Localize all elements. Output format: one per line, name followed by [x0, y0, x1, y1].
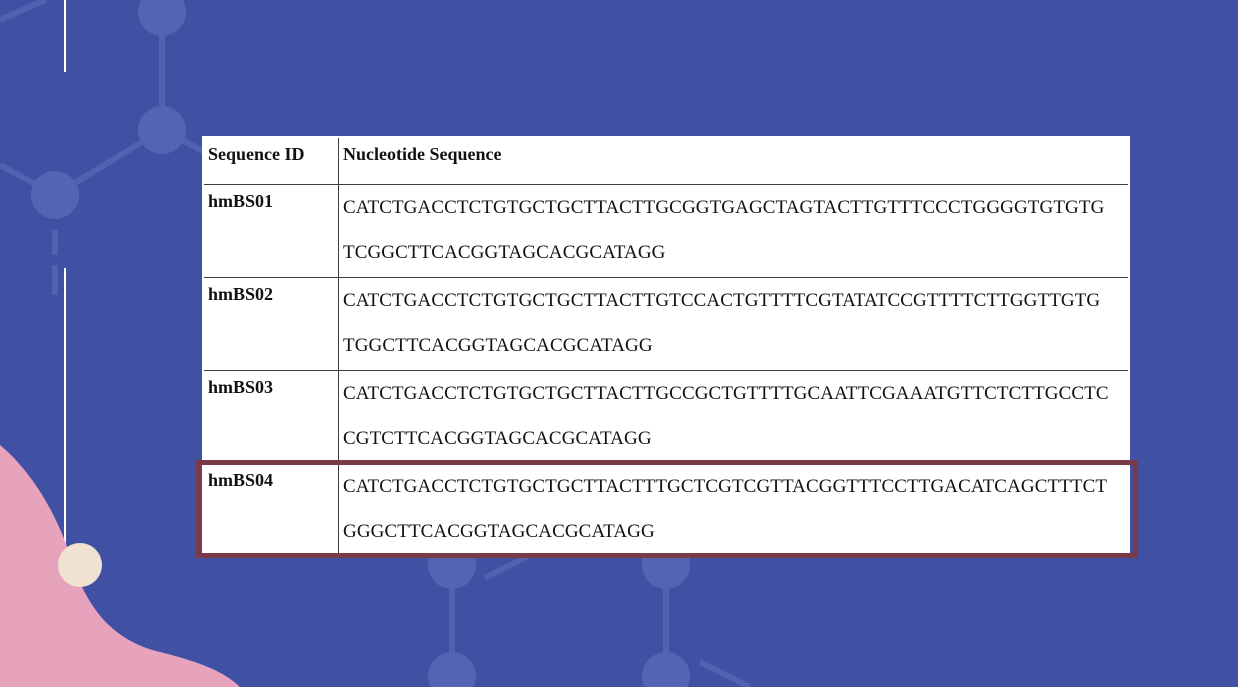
- table-row: hmBS02 CATCTGACCTCTGTGCTGCTTACTTGTCCACTG…: [202, 277, 1130, 371]
- table-row-highlighted: hmBS04 CATCTGACCTCTGTGCTGCTTACTTTGCTCGTC…: [202, 463, 1130, 558]
- sequence-id-cell: hmBS04: [202, 463, 339, 558]
- table-row: hmBS01 CATCTGACCTCTGTGCTGCTTACTTGCGGTGAG…: [202, 184, 1130, 278]
- sequence-line: CATCTGACCTCTGTGCTGCTTACTTTGCTCGTCGTTACGG…: [343, 476, 1108, 497]
- table-row: hmBS03 CATCTGACCTCTGTGCTGCTTACTTGCCGCTGT…: [202, 370, 1130, 464]
- sequence-id-cell: hmBS02: [202, 277, 339, 371]
- sequence-line: TCGGCTTCACGGTAGCACGCATAGG: [343, 242, 666, 263]
- sequence-line: CATCTGACCTCTGTGCTGCTTACTTGCGGTGAGCTAGTAC…: [343, 197, 1105, 218]
- sequence-id-cell: hmBS01: [202, 184, 339, 278]
- sequence-cell: CATCTGACCTCTGTGCTGCTTACTTTGCTCGTCGTTACGG…: [338, 463, 1130, 558]
- sequence-line: CATCTGACCTCTGTGCTGCTTACTTGCCGCTGTTTTGCAA…: [343, 383, 1109, 404]
- sequence-table: Sequence ID Nucleotide Sequence hmBS01 C…: [202, 136, 1130, 558]
- sequence-id-cell: hmBS03: [202, 370, 339, 464]
- header-sequence-id: Sequence ID: [202, 136, 339, 185]
- sequence-cell: CATCTGACCTCTGTGCTGCTTACTTGCGGTGAGCTAGTAC…: [338, 184, 1130, 278]
- sequence-line: CATCTGACCTCTGTGCTGCTTACTTGTCCACTGTTTTCGT…: [343, 290, 1101, 311]
- sequence-line: TGGCTTCACGGTAGCACGCATAGG: [343, 335, 653, 356]
- table-header-row: Sequence ID Nucleotide Sequence: [202, 136, 1130, 185]
- sequence-line: GGGCTTCACGGTAGCACGCATAGG: [343, 521, 655, 542]
- header-nucleotide-sequence: Nucleotide Sequence: [338, 136, 1130, 185]
- sequence-cell: CATCTGACCTCTGTGCTGCTTACTTGTCCACTGTTTTCGT…: [338, 277, 1130, 371]
- sequence-line: CGTCTTCACGGTAGCACGCATAGG: [343, 428, 652, 449]
- sequence-cell: CATCTGACCTCTGTGCTGCTTACTTGCCGCTGTTTTGCAA…: [338, 370, 1130, 464]
